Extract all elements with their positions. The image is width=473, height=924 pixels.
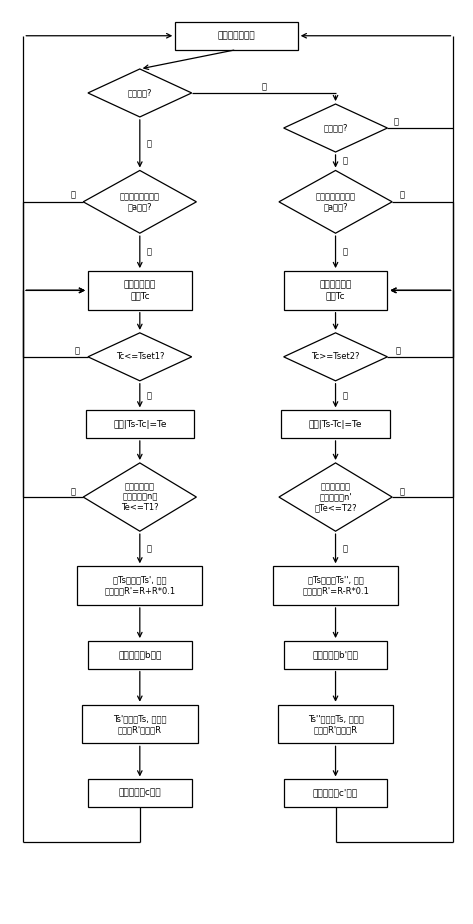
Text: 计算|Ts-Tc|=Te: 计算|Ts-Tc|=Te	[113, 419, 166, 429]
Bar	[88, 641, 192, 669]
Text: 是: 是	[342, 248, 348, 257]
Text: 将Ts减小至Ts'', 室内
风机转速R'=R-R*0.1: 将Ts减小至Ts'', 室内 风机转速R'=R-R*0.1	[302, 576, 369, 596]
Polygon shape	[279, 463, 392, 531]
Polygon shape	[284, 104, 387, 152]
Text: Tc<=Tset1?: Tc<=Tset1?	[115, 352, 164, 361]
Text: 是: 是	[342, 157, 348, 165]
Polygon shape	[284, 333, 387, 381]
Bar	[281, 410, 390, 438]
Text: 是: 是	[342, 391, 348, 400]
Text: 否: 否	[400, 487, 405, 496]
Text: 空调器运行c分钟: 空调器运行c分钟	[119, 789, 161, 797]
Bar	[88, 779, 192, 807]
Text: 在第二预设时
间段内连续n'
次Te<=T2?: 在第二预设时 间段内连续n' 次Te<=T2?	[314, 482, 357, 512]
Polygon shape	[279, 170, 392, 233]
Polygon shape	[88, 69, 192, 117]
Text: 是: 是	[147, 140, 152, 148]
Bar	[86, 410, 194, 438]
Text: Tc>=Tset2?: Tc>=Tset2?	[311, 352, 360, 361]
Text: 否: 否	[400, 190, 405, 199]
Polygon shape	[83, 170, 196, 233]
Text: 空调器上电运行: 空调器上电运行	[218, 31, 255, 41]
Text: 是: 是	[147, 544, 152, 553]
Bar	[278, 705, 394, 744]
Polygon shape	[83, 463, 196, 531]
Text: 否: 否	[261, 82, 266, 91]
Text: 空调器运行b分钟: 空调器运行b分钟	[118, 650, 161, 660]
Text: 否: 否	[70, 487, 75, 496]
Text: 否: 否	[70, 190, 75, 199]
Text: 空调器运行b'分钟: 空调器运行b'分钟	[313, 650, 359, 660]
Bar	[82, 705, 198, 744]
Text: 在第一预设时
间段内连续n次
Te<=T1?: 在第一预设时 间段内连续n次 Te<=T1?	[121, 482, 158, 512]
Text: 是: 是	[342, 544, 348, 553]
Text: 制冷模式?: 制冷模式?	[128, 89, 152, 97]
Bar	[284, 271, 387, 310]
Text: 压缩机运行大于等
于a分钟?: 压缩机运行大于等 于a分钟?	[120, 192, 160, 212]
Text: 计算|Ts-Tc|=Te: 计算|Ts-Tc|=Te	[309, 419, 362, 429]
Polygon shape	[88, 333, 192, 381]
Bar	[284, 641, 387, 669]
Bar	[284, 779, 387, 807]
Bar	[88, 271, 192, 310]
Text: 否: 否	[395, 346, 400, 356]
Text: 否: 否	[394, 117, 398, 126]
Text: 制热模式?: 制热模式?	[323, 124, 348, 132]
Text: 是: 是	[147, 391, 152, 400]
Text: 检测室内环境
温度Tc: 检测室内环境 温度Tc	[124, 280, 156, 300]
Text: 否: 否	[75, 346, 80, 356]
Text: Ts'恢复至Ts, 室内风
机转速R'恢复至R: Ts'恢复至Ts, 室内风 机转速R'恢复至R	[113, 714, 166, 734]
Text: 是: 是	[147, 248, 152, 257]
Text: 压缩机运行大于等
于a分钟?: 压缩机运行大于等 于a分钟?	[315, 192, 356, 212]
Bar	[175, 22, 298, 50]
Text: 检测室内环境
温度Tc: 检测室内环境 温度Tc	[319, 280, 351, 300]
Text: Ts''恢复至Ts, 室内风
机转速R'恢复至R: Ts''恢复至Ts, 室内风 机转速R'恢复至R	[307, 714, 363, 734]
Bar	[273, 566, 398, 605]
Text: 将Ts增加至Ts', 室内
风机转速R'=R+R*0.1: 将Ts增加至Ts', 室内 风机转速R'=R+R*0.1	[104, 576, 175, 596]
Bar	[77, 566, 202, 605]
Text: 空调器运行c'分钟: 空调器运行c'分钟	[313, 789, 358, 797]
